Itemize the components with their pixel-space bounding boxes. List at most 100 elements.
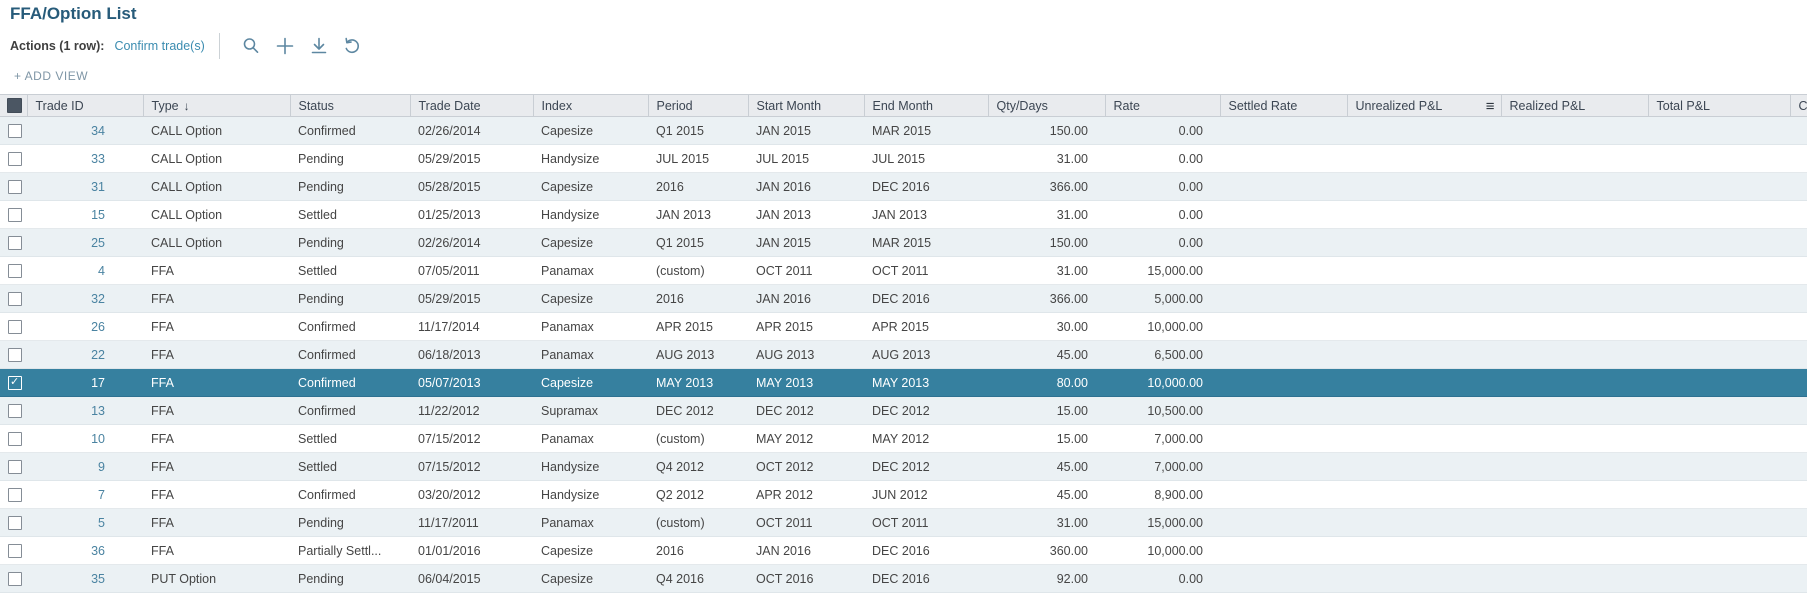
- cell-end_month: OCT 2011: [864, 509, 988, 537]
- row-checkbox[interactable]: [8, 432, 22, 446]
- row-checkbox[interactable]: [8, 404, 22, 418]
- row-checkbox[interactable]: [8, 516, 22, 530]
- column-label: Qty/Days: [997, 99, 1048, 113]
- cell-extra: [1790, 453, 1807, 481]
- cell-total_pl: [1648, 201, 1790, 229]
- cell-settled_rate: [1220, 397, 1347, 425]
- row-checkbox[interactable]: [8, 208, 22, 222]
- cell-rate: 10,500.00: [1105, 397, 1220, 425]
- row-checkbox[interactable]: [8, 124, 22, 138]
- trade-id-link[interactable]: 13: [91, 404, 105, 418]
- trade-id-link[interactable]: 5: [98, 516, 105, 530]
- cell-extra: [1790, 145, 1807, 173]
- column-header-period[interactable]: Period: [648, 95, 748, 117]
- column-header-status[interactable]: Status: [290, 95, 410, 117]
- row-checkbox[interactable]: [8, 236, 22, 250]
- row-checkbox[interactable]: [8, 348, 22, 362]
- trade-id-link[interactable]: 10: [91, 432, 105, 446]
- row-checkbox[interactable]: [8, 320, 22, 334]
- add-icon[interactable]: [268, 33, 302, 59]
- cell-trade_date: 11/17/2011: [410, 509, 533, 537]
- trade-id-link[interactable]: 36: [91, 544, 105, 558]
- row-checkbox[interactable]: [8, 152, 22, 166]
- cell-type: FFA: [143, 313, 290, 341]
- undo-icon[interactable]: [336, 33, 370, 59]
- row-checkbox[interactable]: [8, 488, 22, 502]
- row-checkbox[interactable]: [8, 572, 22, 586]
- column-header-unrealized-p-l[interactable]: Unrealized P&L≡: [1347, 95, 1501, 117]
- trade-id-link[interactable]: 34: [91, 124, 105, 138]
- column-header-trade-id[interactable]: Trade ID: [27, 95, 143, 117]
- row-checkbox[interactable]: [8, 264, 22, 278]
- cell-trade_date: 05/28/2015: [410, 173, 533, 201]
- column-header-total-p-l[interactable]: Total P&L: [1648, 95, 1790, 117]
- cell-unrealized_pl: [1347, 201, 1501, 229]
- trade-id-link[interactable]: 33: [91, 152, 105, 166]
- trade-id-link[interactable]: 17: [91, 376, 105, 390]
- column-label: Rate: [1114, 99, 1140, 113]
- column-header-realized-p-l[interactable]: Realized P&L: [1501, 95, 1648, 117]
- cell-start_month: OCT 2016: [748, 565, 864, 593]
- trade-id-cell: 36: [27, 537, 143, 565]
- add-view-button[interactable]: + ADD VIEW: [14, 69, 88, 85]
- column-header-index[interactable]: Index: [533, 95, 648, 117]
- column-header-qty-days[interactable]: Qty/Days: [988, 95, 1105, 117]
- select-all-checkbox[interactable]: [7, 98, 22, 113]
- page-title: FFA/Option List: [10, 4, 1807, 24]
- trade-id-link[interactable]: 31: [91, 180, 105, 194]
- trade-id-link[interactable]: 9: [98, 460, 105, 474]
- row-checkbox[interactable]: [8, 544, 22, 558]
- cell-period: 2016: [648, 285, 748, 313]
- column-header-type[interactable]: Type↓: [143, 95, 290, 117]
- trade-id-link[interactable]: 26: [91, 320, 105, 334]
- trade-id-link[interactable]: 32: [91, 292, 105, 306]
- cell-period: Q1 2015: [648, 117, 748, 145]
- cell-period: 2016: [648, 537, 748, 565]
- cell-realized_pl: [1501, 397, 1648, 425]
- trade-id-link[interactable]: 35: [91, 572, 105, 586]
- row-checkbox[interactable]: [8, 460, 22, 474]
- column-header-c[interactable]: C: [1790, 95, 1807, 117]
- column-header-end-month[interactable]: End Month: [864, 95, 988, 117]
- cell-extra: [1790, 481, 1807, 509]
- cell-rate: 0.00: [1105, 201, 1220, 229]
- cell-start_month: JUL 2015: [748, 145, 864, 173]
- column-header-rate[interactable]: Rate: [1105, 95, 1220, 117]
- search-icon[interactable]: [234, 33, 268, 59]
- trade-id-link[interactable]: 4: [98, 264, 105, 278]
- column-header-settled-rate[interactable]: Settled Rate: [1220, 95, 1347, 117]
- cell-total_pl: [1648, 565, 1790, 593]
- trade-id-link[interactable]: 22: [91, 348, 105, 362]
- row-checkbox[interactable]: [8, 292, 22, 306]
- download-icon[interactable]: [302, 33, 336, 59]
- trade-id-link[interactable]: 25: [91, 236, 105, 250]
- trade-id-link[interactable]: 15: [91, 208, 105, 222]
- cell-rate: 15,000.00: [1105, 509, 1220, 537]
- row-checkbox[interactable]: [8, 180, 22, 194]
- column-menu-icon[interactable]: ≡: [1486, 98, 1495, 115]
- confirm-trades-link[interactable]: Confirm trade(s): [114, 39, 204, 53]
- column-header-start-month[interactable]: Start Month: [748, 95, 864, 117]
- cell-realized_pl: [1501, 229, 1648, 257]
- cell-index: Capesize: [533, 369, 648, 397]
- column-header-trade-date[interactable]: Trade Date: [410, 95, 533, 117]
- row-checkbox[interactable]: [8, 376, 22, 390]
- trade-id-link[interactable]: 7: [98, 488, 105, 502]
